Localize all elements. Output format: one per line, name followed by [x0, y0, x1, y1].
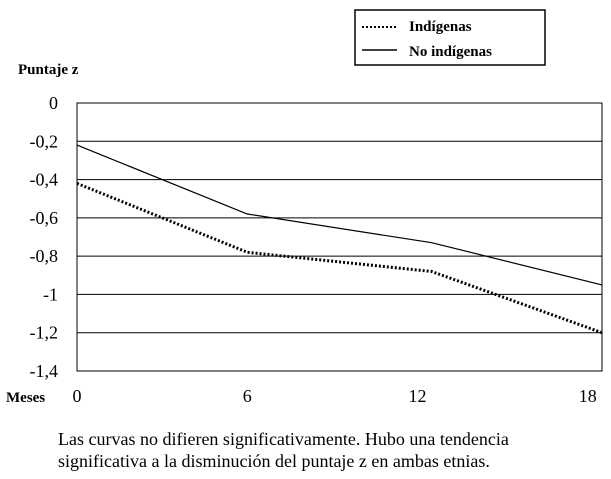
caption-line-1: Las curvas no difieren significativament… — [58, 429, 509, 449]
series-line-no-indigenas — [76, 144, 603, 286]
gridlines — [77, 140, 602, 334]
x-axis-title: Meses — [6, 390, 45, 406]
plot-area — [76, 102, 603, 372]
x-tick-label: 0 — [73, 386, 82, 406]
y-tick-label: -1,2 — [30, 323, 59, 343]
caption-line-2: significativa a la disminución del punta… — [58, 451, 490, 471]
legend-box — [354, 9, 546, 66]
y-tick-label: -0,8 — [30, 246, 59, 266]
series-lines — [76, 144, 603, 335]
caption: Las curvas no difieren significativament… — [58, 428, 608, 472]
x-tick-label: 6 — [243, 386, 252, 406]
series-line-indigenas — [76, 182, 603, 335]
legend: Indígenas No indígenas — [354, 9, 546, 66]
y-tick-label: -1 — [43, 284, 58, 304]
x-tick-label: 12 — [409, 386, 427, 406]
legend-label-indigenas: Indígenas — [409, 19, 472, 35]
line-chart: 0 -0,2 -0,4 -0,6 -0,8 -1 -1,2 -1,4 0 6 12 18 Punta… — [6, 9, 603, 406]
y-tick-label: -1,4 — [30, 361, 59, 381]
y-tick-label: -0,6 — [30, 208, 59, 228]
x-tick-labels: 0 6 12 18 — [73, 386, 597, 406]
y-tick-label: -0,2 — [30, 131, 59, 151]
y-tick-label: 0 — [49, 93, 58, 113]
x-tick-label: 18 — [579, 386, 597, 406]
y-tick-labels: 0 -0,2 -0,4 -0,6 -0,8 -1 -1,2 -1,4 — [30, 93, 59, 381]
legend-label-no-indigenas: No indígenas — [409, 44, 492, 60]
y-tick-label: -0,4 — [30, 170, 59, 190]
y-axis-title: Puntaje z — [18, 62, 79, 78]
